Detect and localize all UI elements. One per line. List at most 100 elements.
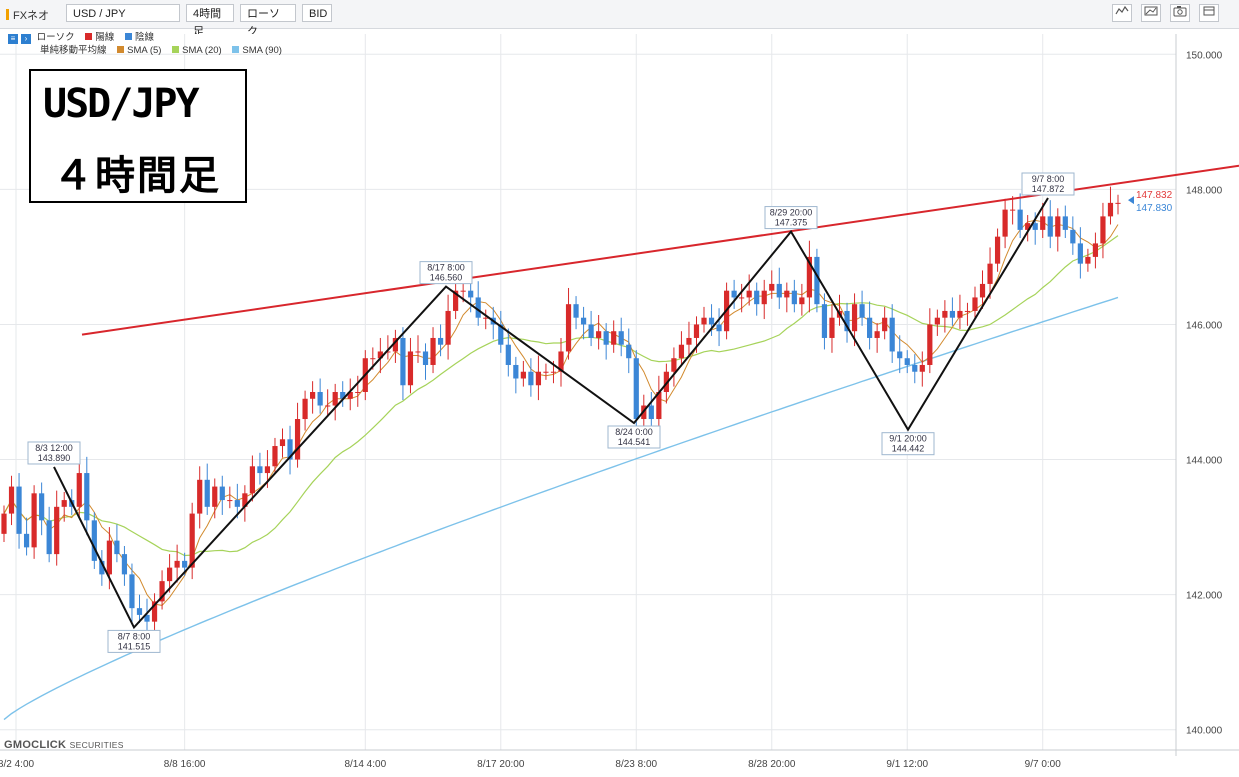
candle	[964, 310, 971, 312]
candle	[618, 331, 624, 345]
candle	[468, 290, 474, 298]
candle	[355, 392, 361, 393]
last-price-marker	[1128, 196, 1134, 205]
x-tick-label: 8/28 20:00	[748, 759, 796, 770]
sma20-swatch	[172, 46, 180, 53]
candle	[385, 351, 391, 353]
legend-toggle-icon[interactable]: ≡	[8, 34, 18, 44]
candle	[182, 560, 188, 568]
x-tick-label: 8/23 8:00	[615, 759, 657, 770]
candle	[701, 317, 707, 325]
candle	[84, 473, 90, 521]
candle	[565, 304, 572, 352]
candle	[498, 324, 504, 345]
annotation-value: 143.890	[38, 453, 71, 463]
candle	[332, 392, 338, 406]
candle	[550, 371, 557, 373]
candle	[264, 466, 271, 474]
candle	[174, 560, 180, 568]
candle	[340, 392, 346, 399]
candle	[927, 324, 933, 365]
candle	[859, 304, 865, 318]
candle	[761, 290, 767, 305]
candle	[633, 358, 639, 420]
zigzag-line	[53, 197, 1049, 630]
area-chart-icon[interactable]	[1141, 4, 1161, 22]
window-icon[interactable]	[1199, 4, 1219, 22]
candle	[821, 304, 828, 338]
candle	[197, 479, 203, 514]
candle	[520, 371, 526, 379]
symbol-select[interactable]: USD / JPY	[66, 4, 180, 22]
candle	[287, 439, 293, 460]
y-tick-label: 142.000	[1186, 591, 1223, 602]
candle	[1115, 202, 1121, 204]
annotation-value: 147.375	[775, 218, 808, 228]
candle	[114, 540, 120, 555]
candle	[234, 500, 240, 507]
annotation-value: 146.560	[430, 273, 463, 283]
x-tick-label: 8/17 20:00	[477, 759, 525, 770]
candle	[994, 236, 1001, 264]
line-chart-icon[interactable]	[1112, 4, 1132, 22]
candle	[159, 581, 165, 602]
candle	[528, 371, 534, 386]
candle	[558, 351, 564, 372]
candle	[325, 405, 331, 407]
candle	[934, 317, 940, 325]
candle	[377, 351, 383, 359]
chart-type-select[interactable]: ローソク	[240, 4, 296, 38]
ask-price-label: 147.832	[1136, 190, 1173, 201]
candle	[39, 493, 45, 521]
legend-candle-label: ローソク	[36, 32, 75, 43]
candle	[972, 297, 978, 311]
timeframe-select[interactable]: 4時間足	[186, 4, 234, 38]
candle	[851, 304, 858, 332]
legend-ma-label: 単純移動平均線	[40, 45, 107, 56]
candle	[708, 317, 715, 325]
annotation-value: 144.541	[618, 437, 651, 447]
title-timeframe: ４時間足	[53, 153, 221, 199]
annotation-box	[607, 425, 661, 449]
down-candle-swatch	[124, 33, 132, 40]
candle	[746, 290, 752, 298]
camera-icon[interactable]	[1170, 4, 1190, 22]
candle	[739, 297, 745, 299]
candle	[445, 310, 451, 345]
candle	[513, 364, 519, 379]
x-tick-label: 8/8 16:00	[164, 759, 206, 770]
annotation-box	[107, 629, 161, 653]
candle	[979, 283, 986, 298]
candle	[1017, 209, 1023, 230]
candle	[91, 520, 97, 561]
candle	[957, 310, 963, 318]
price-type-select[interactable]: BID	[302, 4, 332, 22]
candle	[1092, 243, 1099, 257]
y-tick-label: 150.000	[1186, 50, 1223, 61]
legend-expand-icon[interactable]: ›	[21, 34, 31, 44]
annotation-time: 9/7 8:00	[1032, 174, 1065, 184]
candle	[814, 256, 820, 305]
broker-name: GMOCLICK	[4, 739, 67, 751]
candle	[543, 371, 549, 373]
candle	[144, 614, 150, 622]
candle	[460, 290, 466, 292]
candle	[1010, 209, 1016, 211]
annotation-time: 8/3 12:00	[35, 443, 73, 453]
candle	[1055, 216, 1061, 237]
annotation-box	[764, 206, 818, 230]
candle	[302, 398, 308, 420]
candle	[829, 317, 835, 338]
candle	[1040, 216, 1046, 230]
candle	[626, 344, 632, 359]
candle	[799, 297, 805, 305]
candle	[407, 351, 414, 386]
candle	[754, 290, 760, 305]
candle	[897, 351, 903, 359]
candle	[1002, 209, 1008, 237]
candle	[31, 493, 37, 548]
candle	[1062, 216, 1068, 230]
candle	[769, 283, 775, 291]
candle	[1047, 216, 1053, 237]
